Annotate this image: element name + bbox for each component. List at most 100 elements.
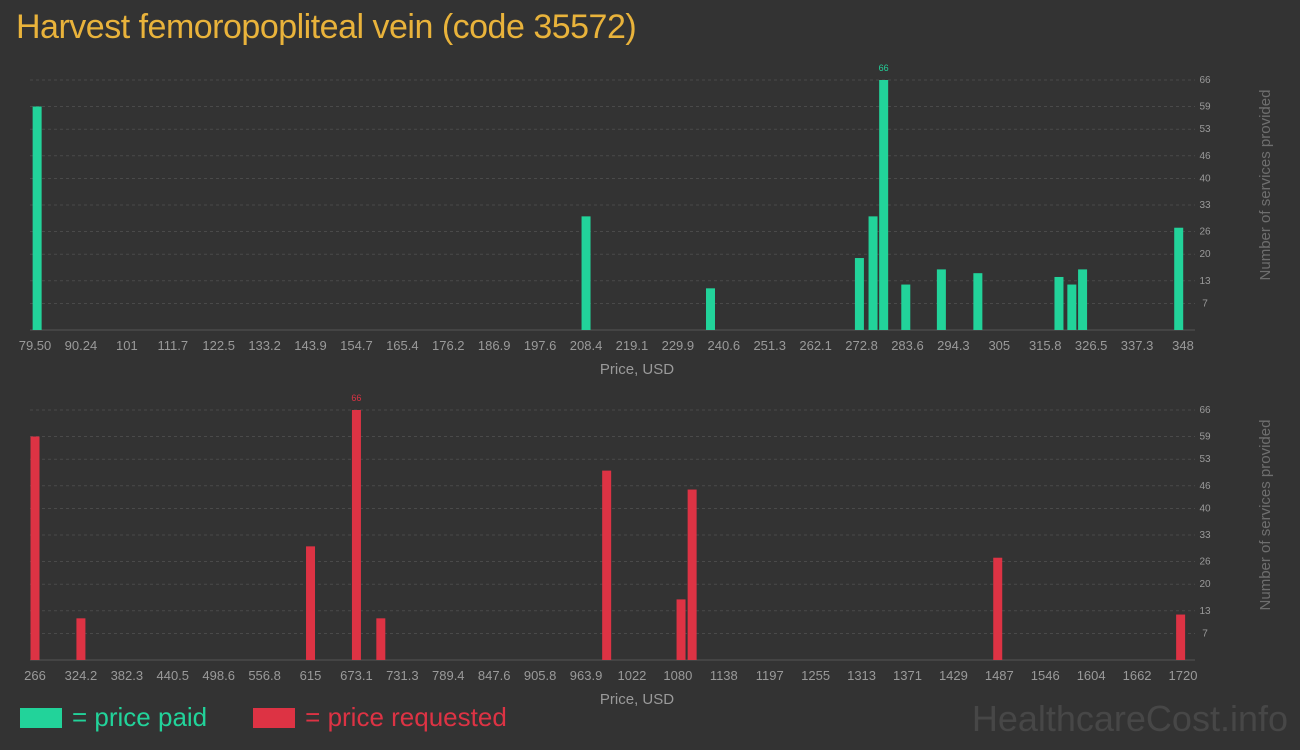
- requested-bar-0: [30, 436, 40, 660]
- requested-x-tick-label-15: 1138: [710, 668, 738, 683]
- paid-x-tick-label-23: 326.5: [1075, 338, 1108, 353]
- requested-y-tick-label-9: 66: [1199, 405, 1211, 416]
- requested-bar-3: [351, 410, 361, 660]
- paid-x-tick-label-13: 219.1: [616, 338, 649, 353]
- legend: = price paid = price requested: [20, 702, 553, 733]
- paid-x-tick-label-19: 283.6: [891, 338, 924, 353]
- requested-x-tick-label-16: 1197: [756, 668, 784, 683]
- requested-x-tick-label-4: 498.6: [202, 668, 235, 683]
- requested-bar-1: [76, 618, 86, 660]
- paid-x-tick-label-16: 251.3: [753, 338, 786, 353]
- paid-x-tick-label-8: 165.4: [386, 338, 419, 353]
- requested-x-tick-label-22: 1546: [1031, 668, 1060, 683]
- legend-label-paid: = price paid: [72, 702, 208, 732]
- paid-bar-8: [973, 273, 983, 330]
- paid-y-tick-label-6: 46: [1199, 151, 1211, 162]
- paid-y-tick-label-0: 7: [1202, 298, 1208, 309]
- paid-x-tick-label-10: 186.9: [478, 338, 511, 353]
- paid-x-tick-label-0: 79.50: [19, 338, 52, 353]
- paid-x-tick-label-18: 272.8: [845, 338, 878, 353]
- paid-y-tick-label-7: 53: [1199, 124, 1211, 135]
- requested-x-tick-label-13: 1022: [617, 668, 646, 683]
- requested-x-tick-label-21: 1487: [985, 668, 1014, 683]
- requested-x-tick-label-5: 556.8: [248, 668, 281, 683]
- paid-y-tick-label-4: 33: [1199, 200, 1211, 211]
- requested-x-tick-label-25: 1720: [1169, 668, 1198, 683]
- requested-x-tick-label-3: 440.5: [156, 668, 189, 683]
- requested-x-tick-label-9: 789.4: [432, 668, 465, 683]
- requested-y-tick-label-5: 40: [1199, 503, 1211, 514]
- requested-x-tick-label-20: 1429: [939, 668, 968, 683]
- paid-bar-2: [705, 288, 715, 330]
- requested-y-axis-title: Number of services provided: [1257, 420, 1274, 611]
- paid-bar-9: [1054, 276, 1064, 330]
- requested-x-tick-label-24: 1662: [1123, 668, 1152, 683]
- paid-x-tick-label-1: 90.24: [65, 338, 98, 353]
- paid-x-tick-label-4: 122.5: [202, 338, 235, 353]
- requested-x-tick-label-11: 905.8: [524, 668, 557, 683]
- paid-x-tick-label-12: 208.4: [570, 338, 603, 353]
- paid-y-tick-label-3: 26: [1199, 227, 1211, 238]
- requested-y-tick-label-3: 26: [1199, 557, 1211, 568]
- requested-x-tick-label-6: 615: [300, 668, 322, 683]
- requested-x-tick-label-14: 1080: [663, 668, 692, 683]
- site-watermark: HealthcareCost.info: [971, 698, 1288, 739]
- requested-bar-9: [1176, 614, 1186, 660]
- requested-bar-6: [676, 599, 686, 660]
- requested-bar-7: [687, 489, 697, 660]
- paid-x-tick-label-21: 305: [988, 338, 1010, 353]
- paid-bar-12: [1174, 227, 1184, 330]
- paid-y-tick-label-2: 20: [1199, 249, 1211, 260]
- page-title: Harvest femoropopliteal vein (code 35572…: [16, 8, 637, 46]
- requested-y-tick-label-4: 33: [1199, 530, 1211, 541]
- paid-bar-11: [1078, 269, 1088, 330]
- paid-x-tick-label-11: 197.6: [524, 338, 557, 353]
- requested-y-tick-label-2: 20: [1199, 579, 1211, 590]
- paid-bar-0: [32, 106, 42, 330]
- requested-x-tick-label-2: 382.3: [111, 668, 144, 683]
- paid-x-tick-label-15: 240.6: [708, 338, 741, 353]
- paid-y-tick-label-9: 66: [1199, 75, 1211, 86]
- requested-x-tick-label-8: 731.3: [386, 668, 419, 683]
- requested-bar-5: [602, 470, 612, 660]
- paid-y-axis-title: Number of services provided: [1257, 90, 1274, 281]
- paid-x-tick-label-5: 133.2: [248, 338, 281, 353]
- paid-x-tick-label-24: 337.3: [1121, 338, 1154, 353]
- requested-max-label: 66: [351, 393, 361, 403]
- paid-bar-4: [868, 216, 878, 330]
- paid-y-tick-label-8: 59: [1199, 102, 1211, 113]
- requested-x-tick-label-18: 1313: [847, 668, 876, 683]
- requested-bar-8: [993, 557, 1003, 660]
- requested-x-axis-title: Price, USD: [600, 691, 674, 708]
- paid-x-axis-title: Price, USD: [600, 361, 674, 378]
- requested-x-tick-label-10: 847.6: [478, 668, 511, 683]
- paid-x-tick-label-17: 262.1: [799, 338, 832, 353]
- legend-swatch-paid: [20, 707, 62, 728]
- legend-swatch-requested: [253, 707, 296, 728]
- paid-x-tick-label-9: 176.2: [432, 338, 465, 353]
- paid-bar-6: [901, 284, 911, 330]
- paid-bar-1: [581, 216, 591, 330]
- requested-y-tick-label-0: 7: [1202, 628, 1208, 639]
- paid-y-tick-label-1: 13: [1199, 276, 1211, 287]
- paid-x-tick-label-3: 111.7: [157, 338, 188, 353]
- legend-label-requested: = price requested: [305, 702, 507, 732]
- requested-y-tick-label-8: 59: [1199, 432, 1211, 443]
- paid-y-tick-label-5: 40: [1199, 173, 1211, 184]
- legend-item-paid: = price paid: [20, 702, 207, 733]
- paid-x-tick-label-22: 315.8: [1029, 338, 1062, 353]
- requested-x-tick-label-23: 1604: [1077, 668, 1106, 683]
- paid-max-label: 66: [879, 63, 889, 73]
- requested-x-tick-label-17: 1255: [801, 668, 830, 683]
- requested-y-tick-label-7: 53: [1199, 454, 1211, 465]
- requested-x-tick-label-0: 266: [24, 668, 46, 683]
- requested-x-tick-label-1: 324.2: [65, 668, 98, 683]
- paid-x-tick-label-20: 294.3: [937, 338, 970, 353]
- requested-x-tick-label-12: 963.9: [570, 668, 603, 683]
- paid-bar-10: [1067, 284, 1077, 330]
- requested-x-tick-label-7: 673.1: [340, 668, 373, 683]
- paid-x-tick-label-14: 229.9: [662, 338, 695, 353]
- paid-bar-5: [879, 80, 889, 330]
- requested-y-tick-label-1: 13: [1199, 606, 1211, 617]
